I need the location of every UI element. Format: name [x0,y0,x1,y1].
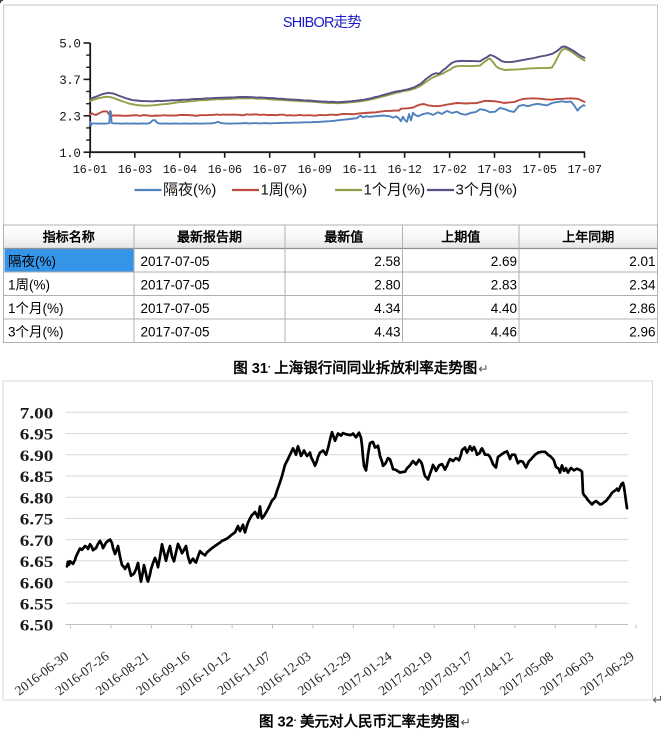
svg-text:图 32·美元对人民币汇率走势图↵: 图 32·美元对人民币汇率走势图↵ [259,713,471,731]
svg-text:6.95: 6.95 [20,427,54,444]
svg-text:上期值: 上期值 [441,230,480,245]
svg-text:6.90: 6.90 [20,448,54,465]
svg-text:2.96: 2.96 [629,324,655,339]
svg-text:1周(%): 1周(%) [261,182,308,199]
svg-text:5.0: 5.0 [59,38,80,52]
svg-text:6.85: 6.85 [20,469,54,486]
svg-text:6.55: 6.55 [20,597,54,614]
svg-text:3个月(%): 3个月(%) [8,324,64,339]
svg-text:17-03: 17-03 [477,163,511,177]
svg-text:2.69: 2.69 [491,254,517,269]
svg-text:16-12: 16-12 [388,163,422,177]
svg-text:16-09: 16-09 [298,163,332,177]
svg-text:6.50: 6.50 [20,618,54,635]
svg-text:指标名称: 指标名称 [43,230,95,245]
svg-text:上年同期: 上年同期 [562,230,614,245]
svg-text:6.65: 6.65 [20,554,54,571]
svg-text:2017-07-05: 2017-07-05 [141,324,210,339]
svg-text:2.34: 2.34 [629,277,656,292]
svg-text:7.00: 7.00 [20,406,54,423]
svg-text:2.58: 2.58 [374,254,400,269]
svg-text:4.46: 4.46 [491,324,517,339]
svg-text:2017-07-05: 2017-07-05 [141,254,210,269]
svg-text:6.60: 6.60 [20,575,54,592]
svg-text:4.34: 4.34 [374,301,401,316]
svg-text:↵: ↵ [653,692,661,707]
svg-text:最新报告期: 最新报告期 [177,230,242,245]
svg-text:2.3: 2.3 [59,111,80,125]
svg-text:17-07: 17-07 [567,163,601,177]
svg-text:2.01: 2.01 [629,254,655,269]
svg-text:4.40: 4.40 [491,301,517,316]
svg-text:1个月(%): 1个月(%) [8,301,64,316]
svg-text:16-04: 16-04 [163,163,197,177]
svg-text:1个月(%): 1个月(%) [364,182,426,199]
svg-text:4.43: 4.43 [374,324,400,339]
svg-text:17-05: 17-05 [522,163,556,177]
svg-text:16-07: 16-07 [253,163,287,177]
svg-text:2017-07-05: 2017-07-05 [141,277,210,292]
svg-text:SHIBOR走势: SHIBOR走势 [283,14,361,31]
svg-text:最新值: 最新值 [324,230,363,245]
svg-text:6.80: 6.80 [20,490,54,507]
svg-text:17-02: 17-02 [433,163,467,177]
svg-text:16-06: 16-06 [208,163,242,177]
svg-text:1.0: 1.0 [59,147,80,161]
svg-text:16-11: 16-11 [343,163,377,177]
svg-text:隔夜(%): 隔夜(%) [163,182,216,199]
svg-text:3个月(%): 3个月(%) [456,182,518,199]
svg-text:2017-07-05: 2017-07-05 [141,301,210,316]
svg-text:16-03: 16-03 [118,163,152,177]
svg-text:6.70: 6.70 [20,533,54,550]
svg-text:2.80: 2.80 [374,277,400,292]
svg-text:6.75: 6.75 [20,512,54,529]
svg-text:隔夜(%): 隔夜(%) [8,254,56,269]
svg-text:16-01: 16-01 [73,163,107,177]
svg-text:2.86: 2.86 [629,301,655,316]
svg-text:1周(%): 1周(%) [8,277,50,292]
svg-text:3.7: 3.7 [59,74,80,88]
svg-text:2.83: 2.83 [491,277,517,292]
